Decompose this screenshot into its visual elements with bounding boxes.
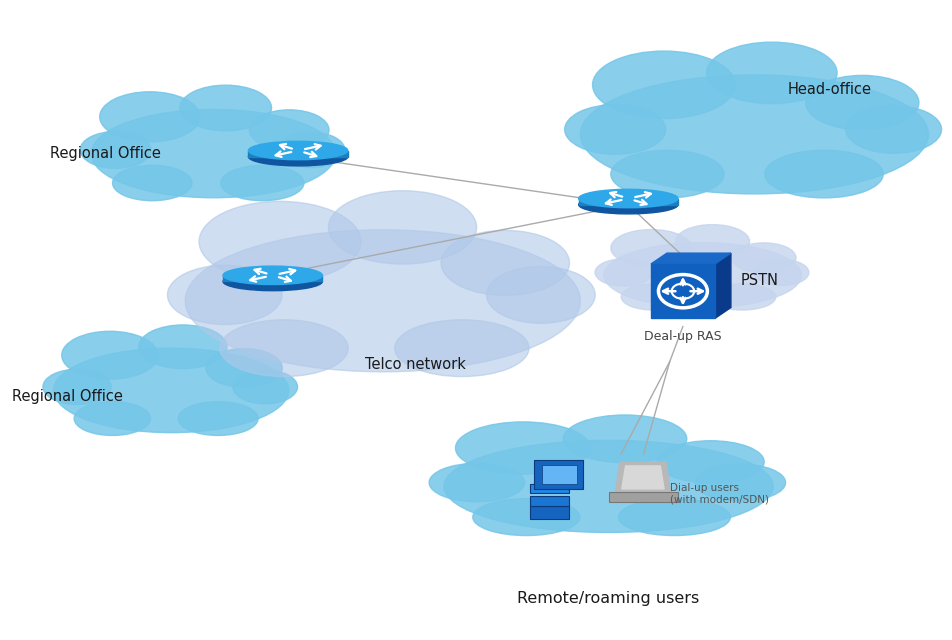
Ellipse shape (732, 243, 796, 273)
Ellipse shape (206, 349, 282, 387)
Ellipse shape (708, 284, 776, 310)
Ellipse shape (223, 266, 323, 285)
Ellipse shape (755, 259, 809, 285)
Ellipse shape (199, 202, 361, 282)
FancyBboxPatch shape (608, 492, 678, 502)
Ellipse shape (278, 132, 345, 168)
Ellipse shape (805, 76, 919, 130)
Ellipse shape (619, 499, 730, 536)
Text: PSTN: PSTN (740, 273, 778, 288)
Ellipse shape (220, 320, 348, 376)
Ellipse shape (581, 75, 928, 194)
Ellipse shape (223, 272, 323, 291)
Ellipse shape (455, 422, 590, 474)
FancyBboxPatch shape (542, 465, 577, 484)
Polygon shape (579, 198, 678, 205)
Ellipse shape (178, 402, 258, 435)
Ellipse shape (168, 266, 282, 324)
Text: Regional Office: Regional Office (50, 146, 161, 161)
Ellipse shape (91, 109, 336, 198)
Ellipse shape (429, 463, 525, 502)
Ellipse shape (444, 440, 773, 532)
Text: Remote/roaming users: Remote/roaming users (518, 591, 700, 606)
Ellipse shape (328, 191, 477, 264)
Ellipse shape (80, 132, 151, 168)
Ellipse shape (395, 320, 529, 376)
FancyBboxPatch shape (534, 460, 584, 489)
Ellipse shape (186, 230, 581, 372)
Ellipse shape (43, 369, 111, 404)
Ellipse shape (473, 499, 580, 536)
Ellipse shape (706, 42, 837, 104)
Ellipse shape (695, 464, 785, 501)
Ellipse shape (611, 230, 692, 266)
FancyBboxPatch shape (529, 484, 569, 493)
Polygon shape (615, 462, 671, 493)
Ellipse shape (595, 259, 652, 286)
Ellipse shape (676, 225, 749, 259)
Polygon shape (223, 275, 323, 282)
Ellipse shape (564, 415, 686, 463)
Ellipse shape (657, 441, 764, 483)
Ellipse shape (248, 147, 347, 166)
Ellipse shape (604, 243, 802, 308)
Ellipse shape (53, 348, 288, 433)
Ellipse shape (74, 402, 150, 435)
Ellipse shape (233, 370, 298, 404)
Text: Head-office: Head-office (787, 82, 872, 97)
Ellipse shape (62, 332, 158, 379)
FancyBboxPatch shape (529, 496, 569, 506)
FancyBboxPatch shape (529, 506, 569, 519)
Polygon shape (715, 253, 731, 319)
Polygon shape (651, 264, 715, 319)
Polygon shape (622, 466, 664, 489)
Ellipse shape (579, 195, 678, 214)
Ellipse shape (249, 110, 329, 150)
Ellipse shape (139, 325, 227, 369)
Ellipse shape (441, 230, 569, 296)
Polygon shape (651, 253, 731, 264)
Ellipse shape (248, 141, 347, 160)
Ellipse shape (221, 165, 304, 201)
Ellipse shape (622, 284, 685, 310)
Ellipse shape (764, 150, 883, 198)
Ellipse shape (579, 189, 678, 208)
Text: Regional Office: Regional Office (12, 389, 123, 404)
Ellipse shape (180, 85, 271, 131)
Text: Deal-up RAS: Deal-up RAS (645, 330, 722, 343)
Ellipse shape (592, 51, 735, 118)
Ellipse shape (565, 105, 665, 154)
Ellipse shape (611, 150, 724, 198)
Ellipse shape (486, 266, 595, 323)
Ellipse shape (112, 165, 192, 201)
Text: Dial-up users
(with modem/SDN): Dial-up users (with modem/SDN) (670, 483, 769, 505)
Ellipse shape (845, 106, 942, 153)
Ellipse shape (100, 92, 200, 142)
Polygon shape (248, 150, 347, 157)
Text: Telco network: Telco network (366, 357, 466, 372)
